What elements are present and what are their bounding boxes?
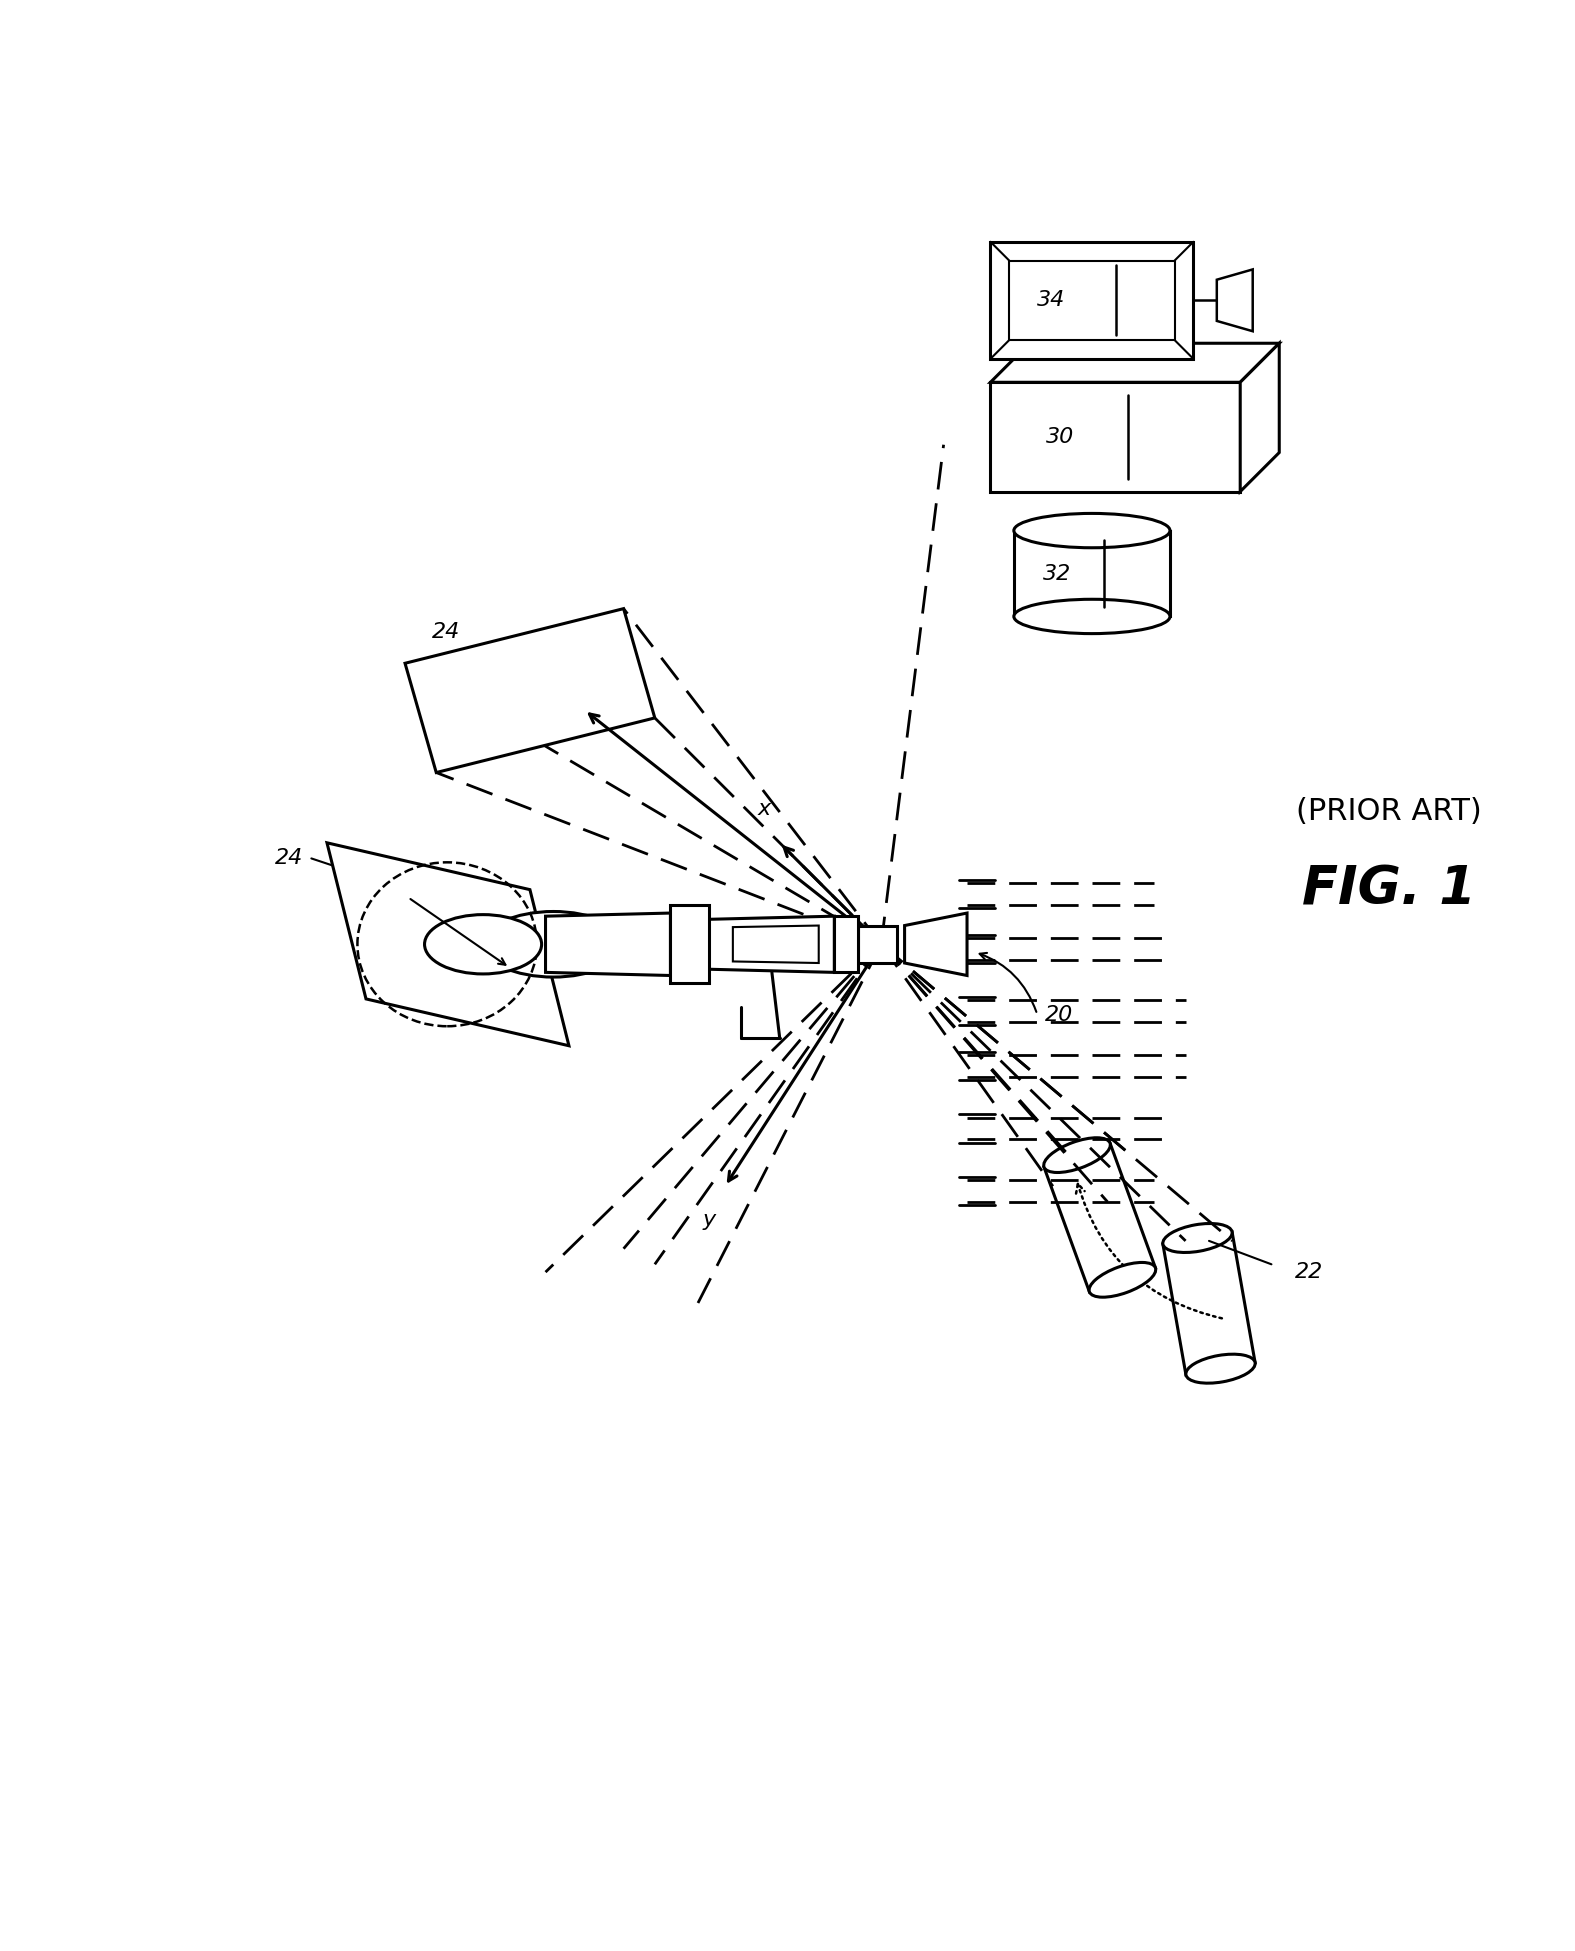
Ellipse shape	[1162, 1223, 1232, 1253]
Polygon shape	[991, 382, 1240, 492]
Text: 30: 30	[1046, 427, 1074, 447]
Polygon shape	[1010, 261, 1175, 339]
Text: (PRIOR ART): (PRIOR ART)	[1296, 798, 1482, 825]
Text: 34: 34	[1038, 291, 1065, 310]
Polygon shape	[835, 917, 858, 972]
Polygon shape	[1014, 531, 1170, 617]
Text: x: x	[758, 800, 770, 819]
Polygon shape	[858, 925, 896, 964]
Polygon shape	[405, 609, 655, 773]
Text: 24: 24	[432, 622, 460, 642]
Text: FIG. 1: FIG. 1	[1301, 864, 1476, 915]
Ellipse shape	[1186, 1354, 1255, 1383]
Ellipse shape	[1088, 1262, 1156, 1297]
Polygon shape	[545, 913, 671, 976]
Polygon shape	[991, 343, 1279, 382]
Polygon shape	[904, 913, 967, 976]
Polygon shape	[1162, 1231, 1255, 1375]
Ellipse shape	[1044, 1137, 1110, 1173]
Polygon shape	[991, 242, 1194, 359]
Text: z: z	[370, 935, 381, 954]
FancyArrowPatch shape	[980, 952, 1036, 1013]
Polygon shape	[328, 843, 569, 1046]
Text: 32: 32	[1044, 564, 1071, 583]
Polygon shape	[1217, 269, 1252, 332]
Text: y: y	[702, 1210, 717, 1229]
Polygon shape	[671, 905, 709, 983]
Text: 24: 24	[276, 849, 304, 868]
Text: 22: 22	[1295, 1262, 1323, 1282]
Polygon shape	[709, 917, 835, 972]
Polygon shape	[732, 925, 819, 964]
Ellipse shape	[1014, 513, 1170, 548]
Ellipse shape	[425, 915, 542, 974]
Ellipse shape	[1014, 599, 1170, 634]
Polygon shape	[1044, 1143, 1156, 1292]
Ellipse shape	[484, 911, 624, 977]
Text: 20: 20	[1046, 1005, 1073, 1024]
Polygon shape	[1240, 343, 1279, 492]
